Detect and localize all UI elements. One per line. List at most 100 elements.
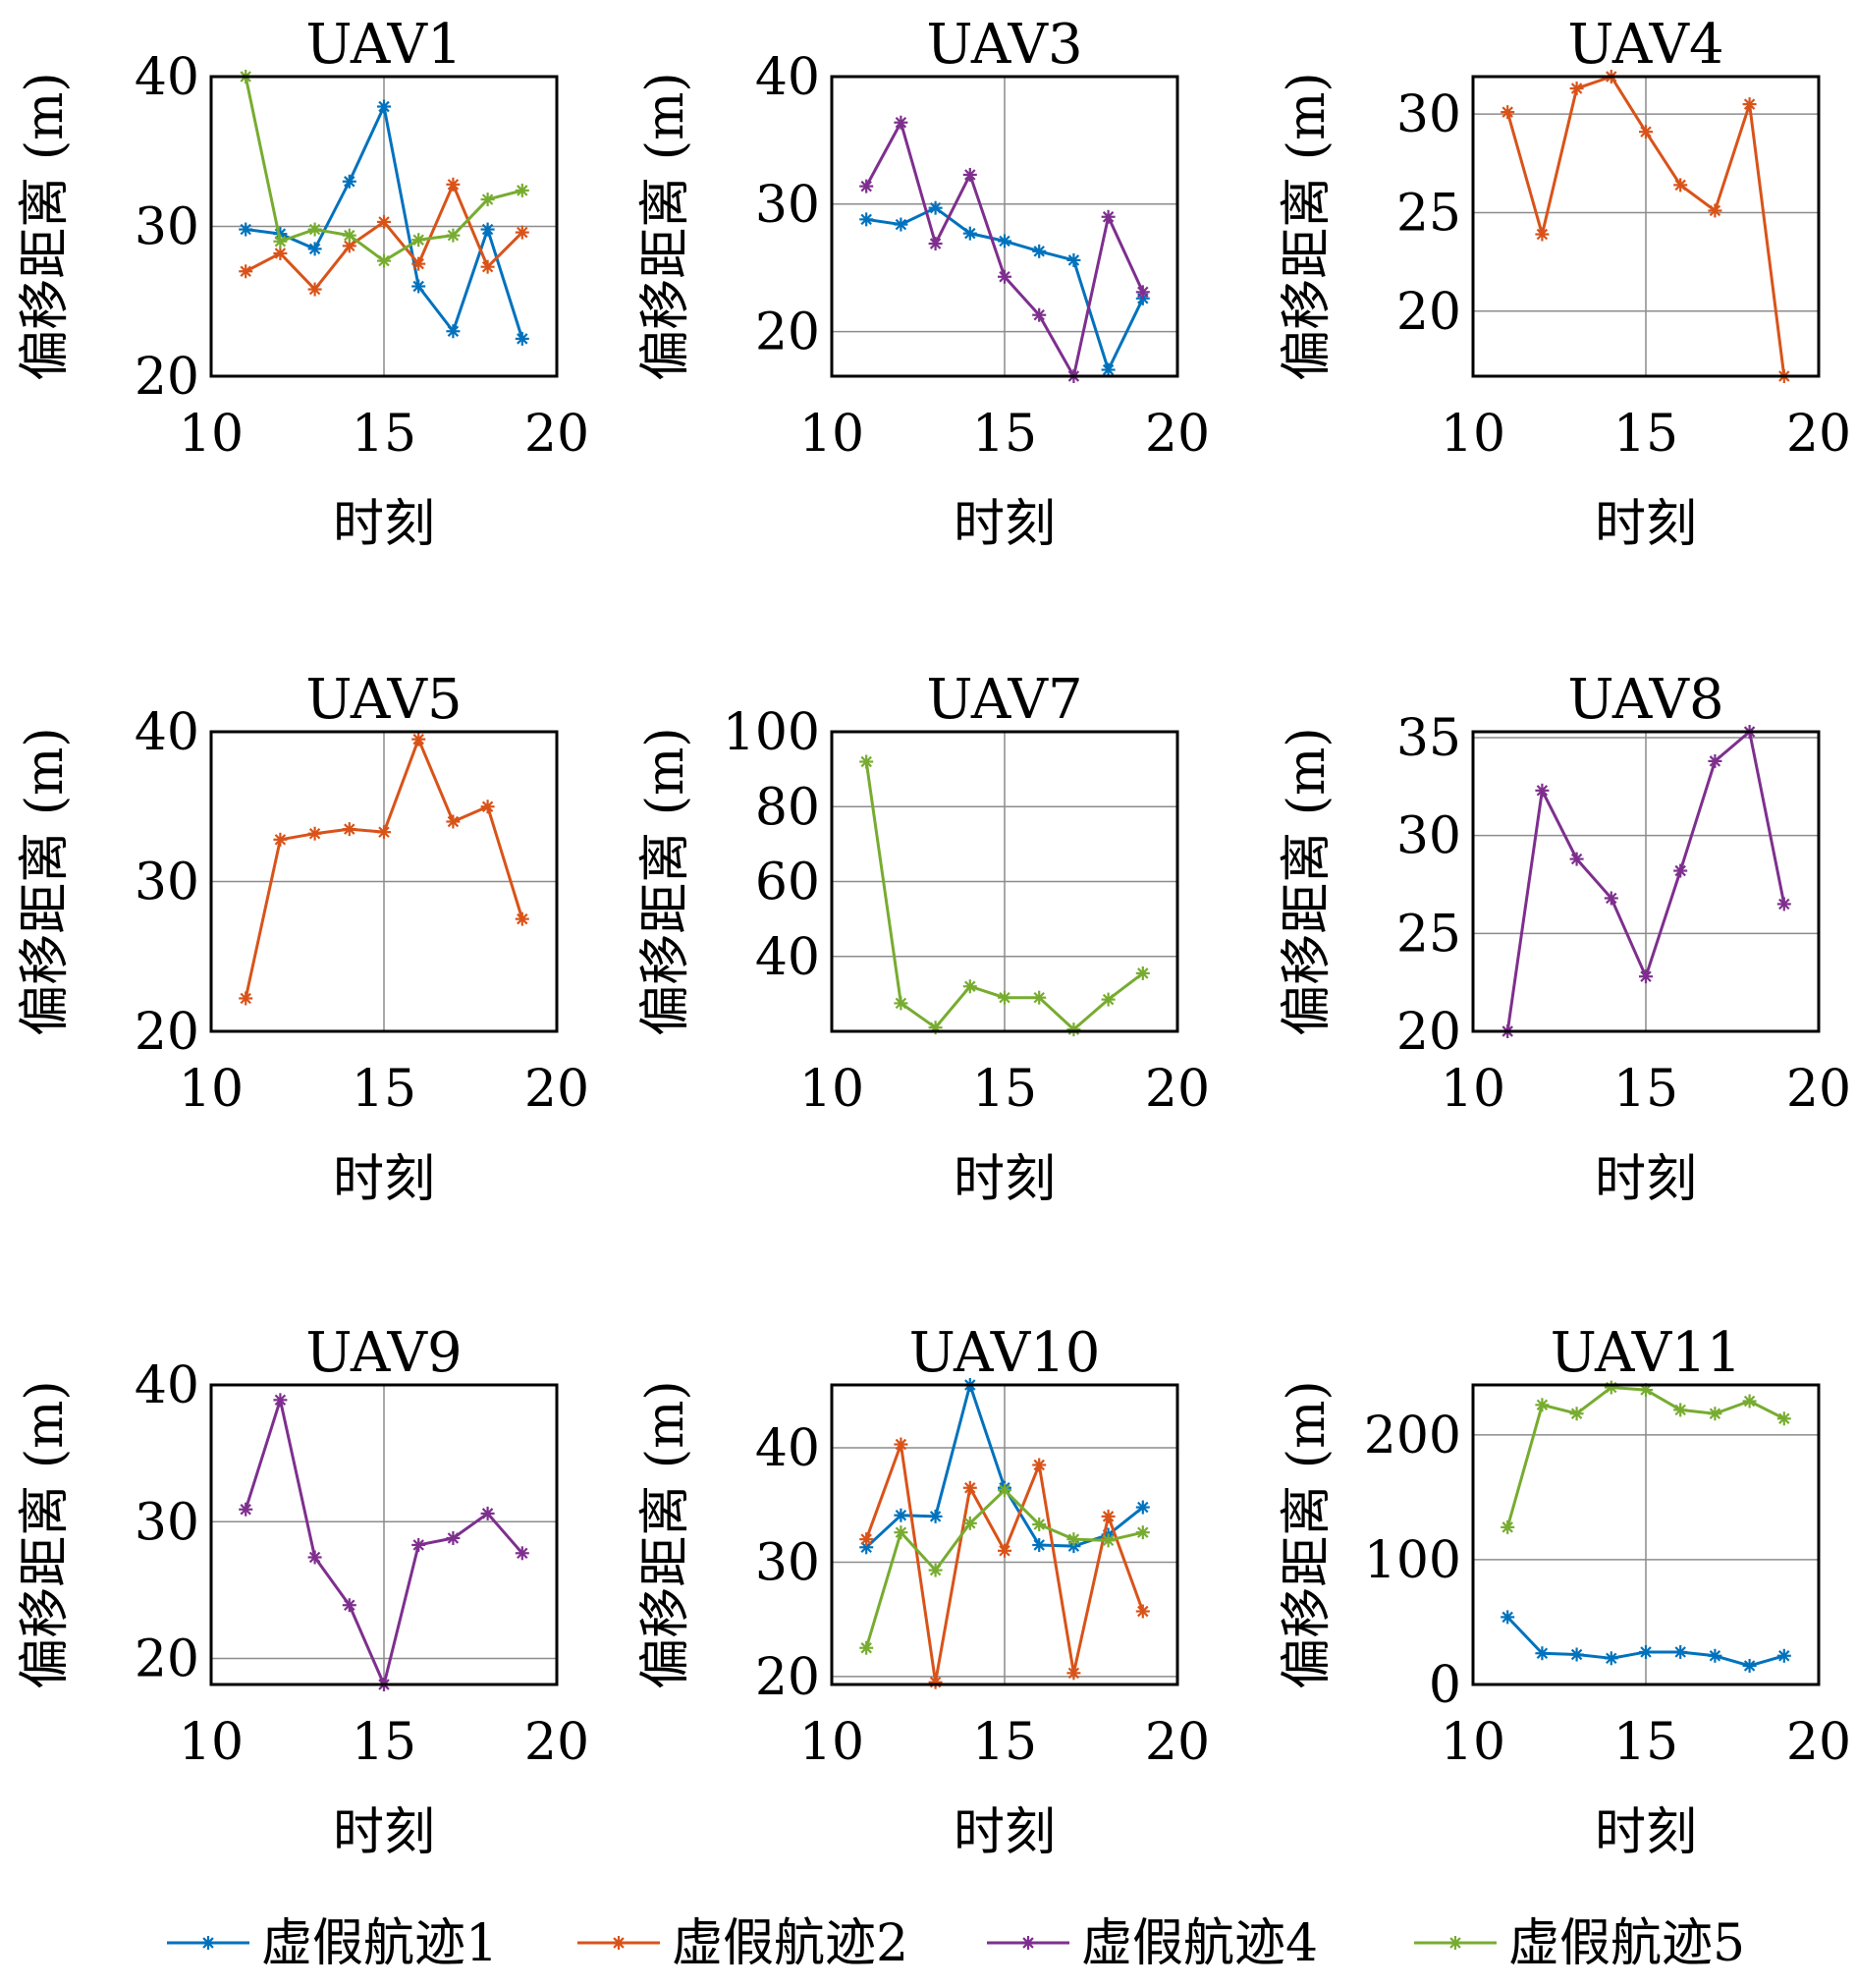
data-point bbox=[239, 264, 253, 279]
grid-lines bbox=[832, 77, 1177, 376]
x-axis-label: 时刻 bbox=[333, 495, 435, 554]
data-point bbox=[1673, 178, 1688, 193]
y-tick-label: 30 bbox=[1396, 807, 1461, 866]
data-point bbox=[1708, 753, 1722, 768]
x-axis-label: 时刻 bbox=[1595, 495, 1697, 554]
x-tick-label: 15 bbox=[352, 1060, 416, 1119]
grid-lines bbox=[211, 1385, 557, 1684]
subplot-title: UAV4 bbox=[1567, 13, 1723, 77]
y-tick-label: 25 bbox=[1396, 905, 1461, 964]
legend-label: 虚假航迹1 bbox=[261, 1914, 498, 1973]
data-point bbox=[894, 1437, 908, 1452]
data-point bbox=[998, 1543, 1011, 1558]
data-point bbox=[998, 990, 1011, 1005]
axes-frame bbox=[830, 1383, 1179, 1686]
data-point bbox=[1673, 863, 1688, 878]
legend-marker bbox=[612, 1936, 626, 1950]
x-axis-label: 时刻 bbox=[333, 1803, 435, 1862]
data-point bbox=[962, 226, 977, 241]
data-point bbox=[928, 200, 943, 215]
legend-marker bbox=[1448, 1936, 1462, 1950]
legend-entry-s5: 虚假航迹5 bbox=[1414, 1914, 1745, 1973]
data-point bbox=[1569, 82, 1584, 96]
data-point bbox=[411, 233, 426, 248]
subplot-uav9: UAV9 10 15 20 20 30 40 时刻 偏移距离 (m) bbox=[16, 1321, 589, 1862]
y-axis-label: 偏移距离 (m) bbox=[636, 72, 695, 380]
x-tick-label: 10 bbox=[799, 1713, 864, 1772]
y-tick-label: 100 bbox=[723, 703, 820, 762]
x-tick-label: 20 bbox=[1786, 405, 1851, 464]
legend-label: 虚假航迹2 bbox=[672, 1914, 908, 1973]
data-point bbox=[307, 222, 322, 237]
y-tick-label: 20 bbox=[135, 348, 199, 407]
subplot-uav3: UAV3 10 15 20 20 30 40 时刻 偏移距离 (m) bbox=[636, 13, 1210, 554]
data-point bbox=[239, 1502, 253, 1517]
legend-label: 虚假航迹5 bbox=[1508, 1914, 1745, 1973]
series-s4 bbox=[859, 115, 1150, 383]
data-point bbox=[307, 1550, 322, 1565]
x-tick-label: 15 bbox=[352, 405, 416, 464]
data-point bbox=[1101, 1509, 1116, 1523]
data-point bbox=[1569, 1647, 1584, 1662]
data-point bbox=[1569, 1407, 1584, 1421]
data-point bbox=[515, 225, 529, 240]
y-tick-label: 40 bbox=[755, 1419, 820, 1478]
data-point bbox=[446, 177, 461, 192]
data-point bbox=[1101, 209, 1116, 224]
y-tick-label: 20 bbox=[1396, 283, 1461, 342]
data-point bbox=[1101, 1533, 1116, 1548]
grid-lines bbox=[1473, 732, 1819, 1031]
subplot-uav5: UAV5 10 15 20 20 30 40 时刻 偏移距离 (m) bbox=[16, 668, 589, 1209]
data-point bbox=[411, 732, 426, 746]
data-point bbox=[1135, 966, 1150, 980]
data-point bbox=[1066, 1666, 1081, 1681]
series-s1 bbox=[1501, 1610, 1791, 1673]
data-point bbox=[1742, 1394, 1757, 1408]
data-point bbox=[1066, 1532, 1081, 1547]
y-tick-label: 40 bbox=[755, 928, 820, 987]
data-point bbox=[480, 193, 495, 207]
x-tick-label: 20 bbox=[524, 1713, 589, 1772]
data-point bbox=[342, 822, 356, 837]
x-tick-label: 20 bbox=[1145, 1713, 1210, 1772]
y-tick-label: 25 bbox=[1396, 184, 1461, 243]
y-tick-label: 20 bbox=[135, 1003, 199, 1062]
data-point bbox=[1101, 362, 1116, 377]
data-point bbox=[1604, 1651, 1618, 1666]
data-point bbox=[1673, 1644, 1688, 1659]
data-point bbox=[1639, 969, 1653, 984]
data-point bbox=[1032, 990, 1047, 1005]
subplot-uav7: UAV7 10 15 20 40 60 80 100 时刻 偏移距离 (m) bbox=[636, 668, 1210, 1209]
data-point bbox=[515, 911, 529, 926]
data-point bbox=[1708, 1407, 1722, 1421]
data-point bbox=[307, 282, 322, 297]
data-point bbox=[515, 183, 529, 197]
data-point bbox=[1135, 285, 1150, 300]
series-s4 bbox=[1501, 725, 1791, 1038]
y-tick-label: 40 bbox=[135, 1356, 199, 1415]
data-point bbox=[480, 259, 495, 274]
data-point bbox=[894, 115, 908, 130]
data-point bbox=[1101, 992, 1116, 1007]
axes-frame bbox=[209, 730, 559, 1033]
y-tick-label: 30 bbox=[135, 1493, 199, 1552]
data-point bbox=[962, 167, 977, 182]
y-tick-label: 35 bbox=[1396, 709, 1461, 768]
subplot-title: UAV7 bbox=[926, 668, 1082, 732]
y-axis-label: 偏移距离 (m) bbox=[1278, 1380, 1337, 1688]
data-point bbox=[377, 99, 391, 114]
subplot-title: UAV5 bbox=[305, 668, 462, 732]
data-point bbox=[859, 754, 874, 769]
data-point bbox=[962, 979, 977, 994]
y-axis-label: 偏移距离 (m) bbox=[16, 1380, 75, 1688]
legend-entry-s2: 虚假航迹2 bbox=[577, 1914, 908, 1973]
y-axis-label: 偏移距离 (m) bbox=[1278, 72, 1337, 380]
data-point bbox=[1135, 1604, 1150, 1619]
data-point bbox=[1776, 1411, 1791, 1426]
data-point bbox=[1742, 97, 1757, 112]
y-tick-label: 30 bbox=[755, 176, 820, 235]
subplot-title: UAV3 bbox=[926, 13, 1082, 77]
x-tick-label: 20 bbox=[1786, 1713, 1851, 1772]
data-point bbox=[307, 242, 322, 256]
legend-marker bbox=[201, 1936, 215, 1950]
